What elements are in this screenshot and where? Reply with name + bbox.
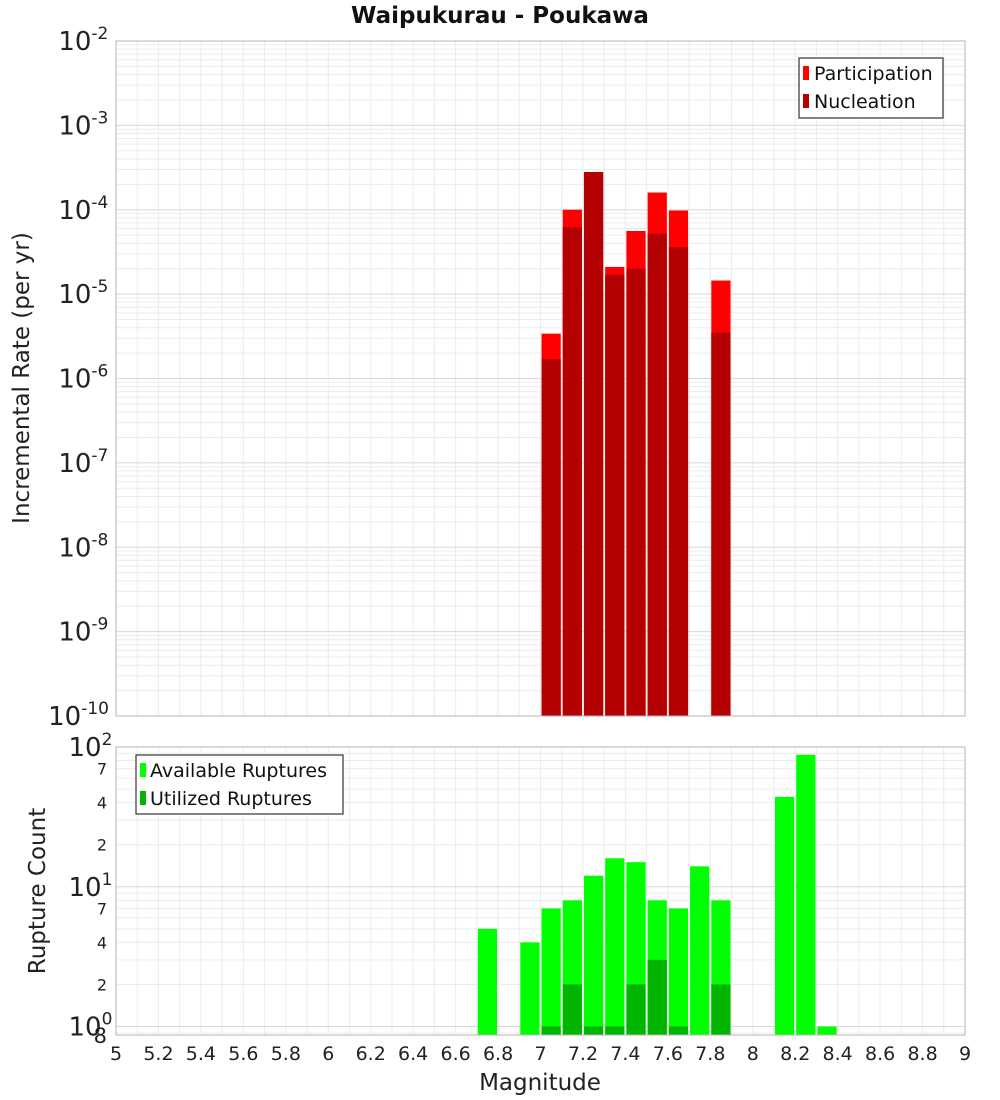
rate-y-tick-label: 10-4 xyxy=(58,193,108,226)
count-y-tick-labels: 8 2 4 7 2 4 7 100 101 102 xyxy=(69,730,113,1048)
legend-label-available: Available Ruptures xyxy=(150,760,327,782)
rate-plot-border xyxy=(115,40,966,717)
legend-label-nucleation: Nucleation xyxy=(814,91,916,113)
bar-nucleation xyxy=(562,227,582,716)
bar-utilized-ruptures xyxy=(562,984,582,1035)
x-tick-label: 9 xyxy=(959,1043,971,1065)
bar-available-ruptures xyxy=(690,866,710,1035)
rate-y-tick-label: 10-10 xyxy=(48,699,109,732)
x-tick-label: 8.8 xyxy=(907,1043,937,1065)
x-tick-label: 5.4 xyxy=(186,1043,216,1065)
count-y-minor-tick-label: 4 xyxy=(97,794,107,813)
count-y-minor-tick-label: 4 xyxy=(97,933,107,952)
x-tick-label: 7.8 xyxy=(695,1043,725,1065)
bar-available-ruptures xyxy=(774,796,795,1035)
x-tick-label: 8 xyxy=(747,1043,759,1065)
bar-nucleation xyxy=(541,359,561,716)
rate-y-tick-label: 10-6 xyxy=(58,362,108,395)
x-tick-label: 5.6 xyxy=(228,1043,258,1065)
count-y-tick-label: 100 xyxy=(69,1010,113,1043)
bar-nucleation xyxy=(626,268,646,716)
bar-utilized-ruptures xyxy=(668,1026,689,1035)
count-bars xyxy=(477,754,837,1035)
x-tick-label: 8.4 xyxy=(823,1043,853,1065)
count-legend: Available Ruptures Utilized Ruptures xyxy=(135,754,344,815)
bar-nucleation xyxy=(711,332,731,716)
bar-available-ruptures xyxy=(668,908,689,1035)
legend-swatch-nucleation xyxy=(803,94,809,108)
x-tick-labels: 5 5.2 5.4 5.6 5.8 6 6.2 6.4 6.6 6.8 7 7.2 7.4 7.6 7.8 8… xyxy=(110,1043,971,1065)
rate-bars xyxy=(541,172,731,717)
count-legend-box xyxy=(135,754,344,815)
x-tick-label: 5.2 xyxy=(143,1043,173,1065)
bar-available-ruptures xyxy=(520,942,540,1035)
bar-available-ruptures xyxy=(817,1026,837,1035)
bar-available-ruptures xyxy=(605,858,625,1035)
rate-y-tick-label: 10-5 xyxy=(58,277,108,310)
count-y-tick-label: 102 xyxy=(69,730,113,763)
count-y-axis-title: Rupture Count xyxy=(25,808,51,974)
rate-legend-box xyxy=(798,57,944,119)
legend-label-utilized: Utilized Ruptures xyxy=(150,788,312,810)
bar-utilized-ruptures xyxy=(626,984,646,1035)
x-tick-label: 5 xyxy=(110,1043,122,1065)
rate-y-axis-title: Incremental Rate (per yr) xyxy=(9,232,35,524)
count-y-minor-tick-label: 8 xyxy=(94,1024,107,1048)
count-plot-border xyxy=(115,746,966,1036)
x-tick-label: 7.6 xyxy=(653,1043,683,1065)
bar-available-ruptures xyxy=(541,908,561,1035)
count-y-tick-label: 101 xyxy=(69,870,113,903)
bar-available-ruptures xyxy=(796,754,816,1035)
legend-swatch-participation xyxy=(803,66,809,80)
x-tick-label: 7.2 xyxy=(568,1043,598,1065)
count-y-minor-tick-label: 2 xyxy=(97,975,107,994)
legend-swatch-utilized xyxy=(140,791,146,805)
bar-utilized-ruptures xyxy=(605,1026,625,1035)
count-y-minor-tick-label: 7 xyxy=(97,760,107,779)
bar-nucleation xyxy=(668,247,689,716)
x-tick-label: 8.6 xyxy=(865,1043,895,1065)
legend-swatch-available xyxy=(140,763,146,777)
bar-nucleation xyxy=(647,233,667,716)
count-y-minor-tick-label: 2 xyxy=(97,836,107,855)
legend-label-participation: Participation xyxy=(814,63,933,85)
x-tick-label: 7 xyxy=(534,1043,546,1065)
rate-y-tick-label: 10-3 xyxy=(58,108,108,141)
bar-available-ruptures xyxy=(583,875,604,1035)
rate-y-tick-label: 10-9 xyxy=(58,615,108,648)
rate-y-tick-labels: 10-10 10-9 10-8 10-7 10-6 10-5 10-4 10-3 10-2 xyxy=(48,24,109,732)
rate-chart: 10-10 10-9 10-8 10-7 10-6 10-5 10-4 10-3 10-2 In… xyxy=(9,24,966,732)
x-tick-label: 6.4 xyxy=(398,1043,428,1065)
x-tick-label: 6.8 xyxy=(483,1043,513,1065)
rate-y-tick-label: 10-8 xyxy=(58,530,108,563)
bar-utilized-ruptures xyxy=(583,1026,604,1035)
count-y-minor-tick-label: 7 xyxy=(97,899,107,918)
rupture-count-chart: 8 2 4 7 2 4 7 100 101 102 5 5.2 5.4 5.6 5.8 6 6.2 6.4 6.6… xyxy=(25,730,971,1096)
x-axis-title: Magnitude xyxy=(479,1070,601,1096)
rate-y-tick-label: 10-7 xyxy=(58,446,108,479)
bar-utilized-ruptures xyxy=(541,1026,561,1035)
bar-nucleation xyxy=(605,274,625,716)
rate-y-tick-label: 10-2 xyxy=(58,24,108,57)
bar-nucleation xyxy=(583,172,604,716)
bar-utilized-ruptures xyxy=(711,984,731,1035)
x-tick-label: 5.8 xyxy=(271,1043,301,1065)
x-tick-label: 6.6 xyxy=(440,1043,470,1065)
bar-utilized-ruptures xyxy=(647,959,667,1035)
x-tick-label: 6 xyxy=(322,1043,334,1065)
x-tick-label: 6.2 xyxy=(356,1043,386,1065)
rate-grid xyxy=(115,41,966,717)
x-tick-label: 8.2 xyxy=(780,1043,810,1065)
rate-legend: Participation Nucleation xyxy=(798,57,944,119)
chart-title: Waipukurau - Poukawa xyxy=(351,3,649,29)
bar-available-ruptures xyxy=(477,928,498,1035)
x-tick-label: 7.4 xyxy=(610,1043,640,1065)
